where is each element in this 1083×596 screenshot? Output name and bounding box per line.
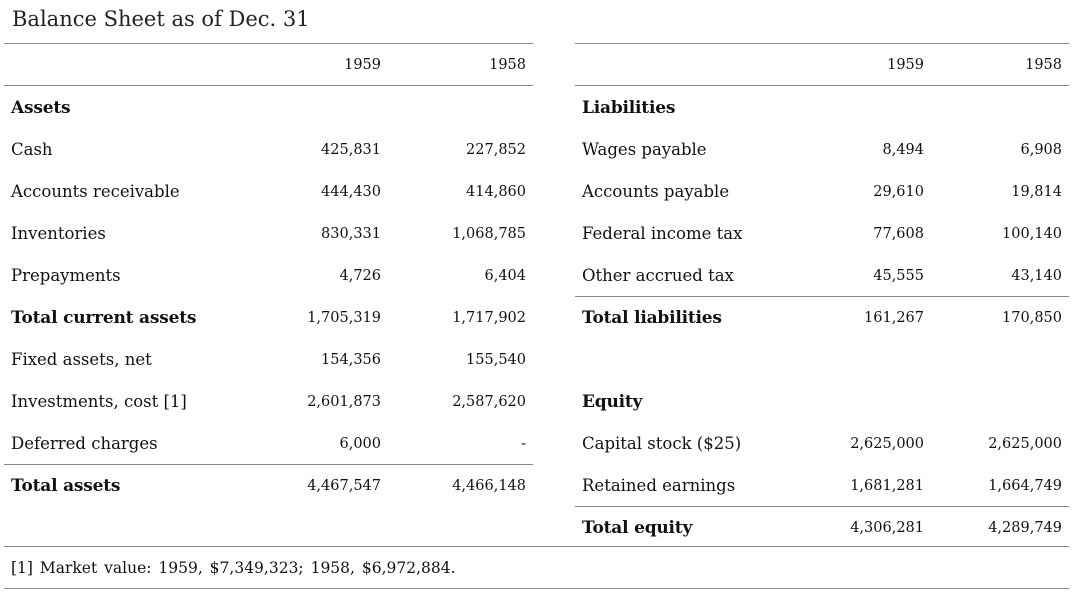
assets-year-1959-header: 1959: [344, 57, 381, 73]
value-1958: 227,852: [466, 142, 526, 158]
value-1959: 4,306,281: [850, 520, 924, 536]
total-current-assets-row: Total current assets 1,705,319 1,717,902: [4, 296, 533, 338]
table-row: Retained earnings 1,681,281 1,664,749: [575, 464, 1069, 506]
liabilities-year-1958-header: 1958: [1025, 57, 1062, 73]
equity-section-row: Equity: [575, 380, 1069, 422]
table-row: Other accrued tax 45,555 43,140: [575, 254, 1069, 296]
liabilities-year-1959-header: 1959: [887, 57, 924, 73]
value-1959: 161,267: [864, 310, 924, 326]
row-label: Prepayments: [11, 266, 121, 285]
assets-year-1958-header: 1958: [489, 57, 526, 73]
value-1958: 1,664,749: [988, 478, 1062, 494]
assets-section-title: Assets: [11, 98, 71, 118]
row-label: Federal income tax: [582, 224, 743, 243]
liabilities-section-row: Liabilities: [575, 86, 1069, 128]
table-row: Federal income tax 77,608 100,140: [575, 212, 1069, 254]
row-label: Investments, cost [1]: [11, 392, 187, 411]
value-1958: -: [521, 436, 526, 452]
footnote-section: [1] Market value: 1959, $7,349,323; 1958…: [4, 546, 1069, 589]
value-1959: 425,831: [321, 142, 381, 158]
value-1958: 19,814: [1011, 184, 1062, 200]
value-1959: 77,608: [873, 226, 924, 242]
table-row: Investments, cost [1] 2,601,873 2,587,62…: [4, 380, 533, 422]
footnote: [1] Market value: 1959, $7,349,323; 1958…: [11, 559, 456, 577]
value-1959: 8,494: [882, 142, 924, 158]
row-label: Accounts payable: [582, 182, 730, 201]
value-1958: 170,850: [1002, 310, 1062, 326]
value-1958: 4,289,749: [988, 520, 1062, 536]
row-label: Capital stock ($25): [582, 434, 742, 453]
value-1958: 1,068,785: [452, 226, 526, 242]
row-label: Total assets: [11, 476, 121, 496]
assets-header-row: 1959 1958: [4, 44, 533, 86]
row-label: Accounts receivable: [11, 182, 180, 201]
value-1959: 4,467,547: [307, 478, 381, 494]
value-1958: 6,404: [484, 268, 526, 284]
value-1959: 1,681,281: [850, 478, 924, 494]
table-row: Inventories 830,331 1,068,785: [4, 212, 533, 254]
liabilities-equity-table: 1959 1958 Liabilities Wages payable 8,49…: [575, 43, 1069, 548]
value-1958: 414,860: [466, 184, 526, 200]
table-row: Capital stock ($25) 2,625,000 2,625,000: [575, 422, 1069, 464]
table-row: Deferred charges 6,000 -: [4, 422, 533, 464]
row-label: Fixed assets, net: [11, 350, 152, 369]
value-1959: 29,610: [873, 184, 924, 200]
row-label: Total equity: [582, 518, 693, 538]
value-1959: 2,601,873: [307, 394, 381, 410]
value-1958: 2,587,620: [452, 394, 526, 410]
liabilities-section-title: Liabilities: [582, 98, 676, 118]
value-1959: 6,000: [339, 436, 381, 452]
table-row: Fixed assets, net 154,356 155,540: [4, 338, 533, 380]
table-row: Cash 425,831 227,852: [4, 128, 533, 170]
row-label: Other accrued tax: [582, 266, 734, 285]
row-label: Wages payable: [582, 140, 707, 159]
total-equity-row: Total equity 4,306,281 4,289,749: [575, 506, 1069, 548]
value-1958: 100,140: [1002, 226, 1062, 242]
assets-section-row: Assets: [4, 86, 533, 128]
row-label: Deferred charges: [11, 434, 158, 453]
spacer-row: [575, 338, 1069, 380]
page-title: Balance Sheet as of Dec. 31: [12, 7, 310, 31]
value-1959: 2,625,000: [850, 436, 924, 452]
table-row: Accounts payable 29,610 19,814: [575, 170, 1069, 212]
value-1958: 6,908: [1020, 142, 1062, 158]
value-1959: 154,356: [321, 352, 381, 368]
row-label: Inventories: [11, 224, 106, 243]
assets-table: 1959 1958 Assets Cash 425,831 227,852 Ac…: [4, 43, 533, 506]
value-1958: 1,717,902: [452, 310, 526, 326]
table-row: Accounts receivable 444,430 414,860: [4, 170, 533, 212]
value-1959: 4,726: [339, 268, 381, 284]
value-1958: 2,625,000: [988, 436, 1062, 452]
value-1959: 444,430: [321, 184, 381, 200]
row-label: Retained earnings: [582, 476, 736, 495]
total-assets-row: Total assets 4,467,547 4,466,148: [4, 464, 533, 506]
row-label: Cash: [11, 140, 53, 159]
value-1958: 155,540: [466, 352, 526, 368]
value-1958: 43,140: [1011, 268, 1062, 284]
table-row: Wages payable 8,494 6,908: [575, 128, 1069, 170]
value-1959: 1,705,319: [307, 310, 381, 326]
liabilities-header-row: 1959 1958: [575, 44, 1069, 86]
value-1959: 45,555: [873, 268, 924, 284]
row-label: Total liabilities: [582, 308, 722, 328]
value-1958: 4,466,148: [452, 478, 526, 494]
row-label: Total current assets: [11, 308, 197, 328]
value-1959: 830,331: [321, 226, 381, 242]
equity-section-title: Equity: [582, 392, 643, 412]
total-liabilities-row: Total liabilities 161,267 170,850: [575, 296, 1069, 338]
table-row: Prepayments 4,726 6,404: [4, 254, 533, 296]
